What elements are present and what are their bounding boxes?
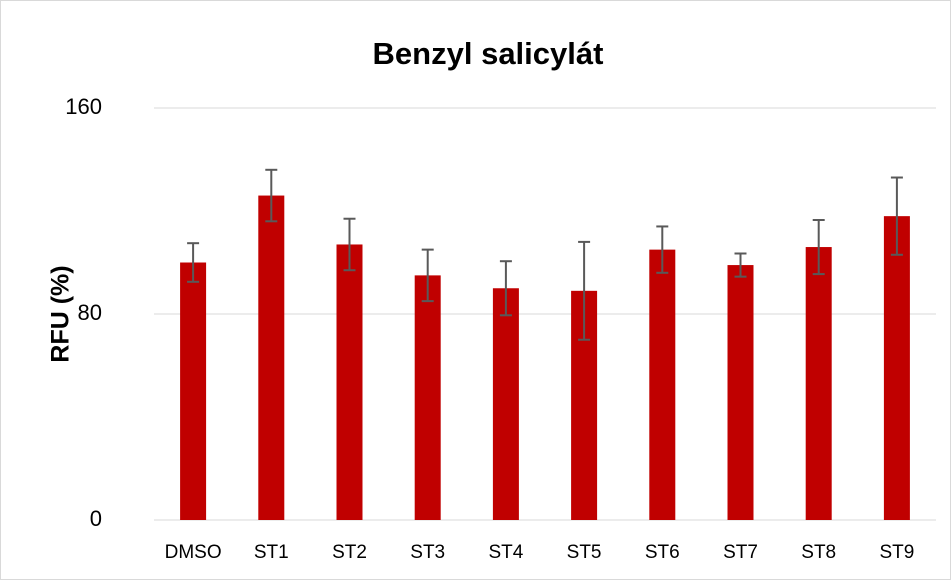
x-tick-label: ST8 [801,542,836,563]
bar [336,244,363,520]
y-tick-label: 0 [90,506,102,531]
bar [649,249,676,520]
y-tick-label: 160 [65,94,102,119]
x-tick-label: ST9 [879,542,914,563]
x-tick-label: ST2 [332,542,367,563]
x-tick-label: ST6 [645,542,680,563]
x-tick-label: ST4 [488,542,523,563]
x-tick-label: ST3 [410,542,445,563]
bar [805,247,832,521]
bar [414,275,441,520]
chart-title: Benzyl salicylát [373,36,604,71]
x-tick-label: ST7 [723,542,758,563]
y-tick-label: 80 [78,300,102,325]
bar [258,195,285,521]
bar [727,265,754,520]
x-tick-label: ST5 [567,542,602,563]
bar [180,262,207,520]
x-tick-label: ST1 [254,542,289,563]
bar [492,288,519,520]
y-axis-label: RFU (%) [47,265,75,362]
bar [883,216,910,520]
x-tick-label: DMSO [165,542,222,563]
